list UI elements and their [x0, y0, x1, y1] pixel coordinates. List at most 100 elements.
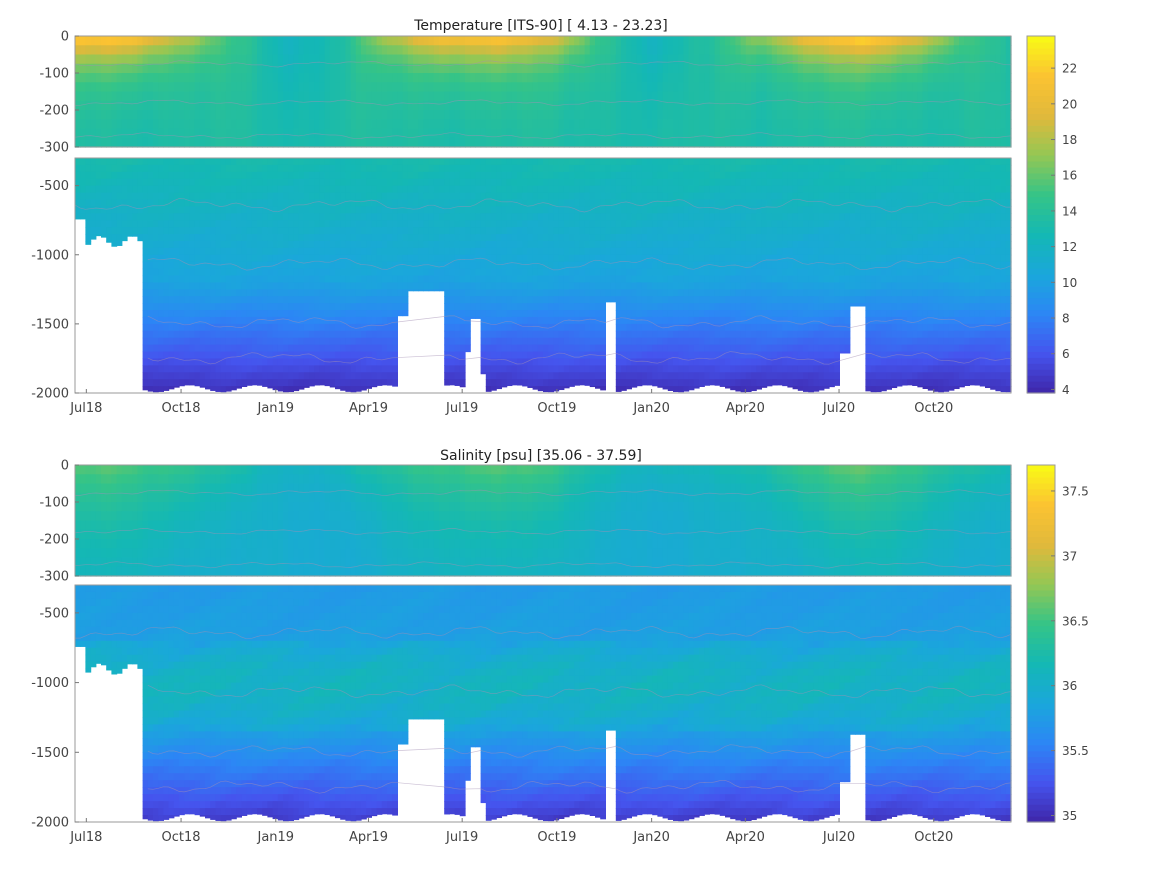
heatmap-cell — [361, 275, 367, 284]
heatmap-cell — [449, 91, 456, 102]
heatmap-cell — [543, 316, 549, 325]
heatmap-cell — [298, 45, 305, 56]
heatmap-cell — [870, 91, 877, 102]
heatmap-cell — [194, 45, 201, 56]
heatmap-cell — [241, 91, 248, 102]
heatmap-cell — [220, 128, 227, 139]
heatmap-cell — [548, 45, 554, 56]
heatmap-cell — [210, 337, 216, 346]
heatmap-cell — [418, 63, 424, 74]
heatmap-cell — [324, 296, 331, 304]
heatmap-cell — [496, 289, 502, 297]
heatmap-cell — [324, 178, 331, 187]
heatmap-cell — [142, 358, 149, 366]
heatmap-cell — [522, 73, 528, 83]
heatmap-cell — [173, 36, 180, 46]
heatmap-cell — [933, 45, 939, 56]
heatmap-cell — [491, 128, 497, 139]
heatmap-cell — [272, 63, 279, 74]
heatmap-cell — [527, 296, 534, 304]
heatmap-cell — [225, 158, 232, 166]
heatmap-cell — [121, 164, 128, 173]
heatmap-cell — [262, 316, 268, 325]
heatmap-cell — [491, 234, 497, 242]
heatmap-cell — [257, 275, 263, 284]
heatmap-cell — [147, 344, 154, 353]
heatmap-cell — [563, 275, 570, 284]
heatmap-cell — [428, 282, 435, 290]
heatmap-cell — [355, 220, 362, 228]
heatmap-cell — [153, 247, 159, 256]
heatmap-cell — [85, 158, 92, 166]
heatmap-cell — [444, 82, 450, 93]
heatmap-cell — [262, 137, 268, 148]
heatmap-cell — [563, 45, 570, 56]
heatmap-cell — [75, 54, 81, 65]
heatmap-cell — [506, 199, 513, 207]
heatmap-cell — [288, 330, 294, 339]
heatmap-cell — [548, 73, 554, 83]
heatmap-cell — [324, 119, 331, 130]
heatmap-cell — [283, 310, 289, 318]
heatmap-cell — [350, 254, 357, 263]
heatmap-cell — [257, 247, 263, 256]
heatmap-cell — [153, 36, 159, 46]
heatmap-cell — [756, 63, 762, 74]
heatmap-cell — [1000, 119, 1007, 130]
heatmap-cell — [314, 227, 320, 235]
heatmap-cell — [439, 240, 445, 249]
heatmap-cell — [127, 171, 133, 180]
heatmap-cell — [522, 178, 528, 187]
heatmap-cell — [173, 310, 180, 318]
heatmap-cell — [491, 158, 497, 166]
heatmap-cell — [288, 310, 294, 318]
heatmap-cell — [121, 110, 128, 120]
heatmap-cell — [423, 63, 430, 74]
heatmap-cell — [132, 185, 138, 194]
heatmap-cell — [147, 268, 154, 277]
heatmap-cell — [527, 82, 534, 93]
heatmap-cell — [465, 82, 471, 93]
heatmap-cell — [335, 199, 341, 207]
heatmap-cell — [501, 337, 508, 346]
heatmap-cell — [574, 63, 580, 74]
heatmap-cell — [132, 128, 138, 139]
heatmap-cell — [293, 358, 300, 366]
heatmap-cell — [257, 199, 263, 207]
heatmap-cell — [407, 240, 414, 249]
heatmap-cell — [309, 261, 315, 270]
heatmap-cell — [189, 261, 196, 270]
heatmap-cell — [501, 310, 508, 318]
heatmap-cell — [158, 199, 164, 207]
heatmap-cell — [485, 254, 492, 263]
heatmap-cell — [423, 128, 430, 139]
heatmap-cell — [563, 316, 570, 325]
heatmap-cell — [522, 91, 528, 102]
heatmap-cell — [522, 63, 528, 74]
heatmap-cell — [324, 45, 331, 56]
heatmap-cell — [121, 119, 128, 130]
heatmap-cell — [179, 119, 185, 130]
heatmap-cell — [314, 254, 320, 263]
heatmap-cell — [662, 119, 669, 130]
heatmap-cell — [704, 36, 710, 46]
heatmap-cell — [303, 206, 310, 214]
heatmap-cell — [366, 365, 372, 373]
heatmap-cell — [496, 330, 502, 339]
heatmap-cell — [168, 372, 175, 380]
heatmap-cell — [574, 45, 580, 56]
heatmap-cell — [116, 234, 123, 242]
heatmap-cell — [293, 54, 300, 65]
heatmap-cell — [719, 100, 726, 111]
heatmap-cell — [397, 289, 404, 297]
heatmap-cell — [303, 171, 310, 180]
heatmap-cell — [314, 158, 320, 166]
heatmap-cell — [132, 63, 138, 74]
heatmap-cell — [569, 351, 575, 360]
heatmap-cell — [121, 192, 128, 201]
heatmap-cell — [600, 119, 606, 130]
heatmap-cell — [329, 164, 336, 173]
heatmap-cell — [808, 91, 814, 102]
heatmap-cell — [678, 82, 684, 93]
heatmap-cell — [803, 137, 809, 148]
